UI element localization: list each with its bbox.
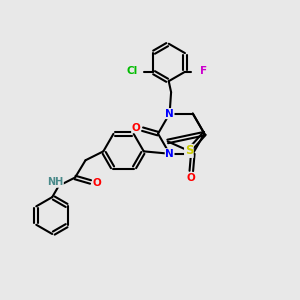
Text: O: O [187,172,196,182]
Text: NH: NH [47,177,63,187]
Text: F: F [200,66,207,76]
Text: S: S [184,144,193,158]
Text: O: O [93,178,101,188]
Text: O: O [132,123,140,133]
Text: N: N [165,149,174,159]
Text: Cl: Cl [126,66,137,76]
Text: N: N [165,109,174,118]
